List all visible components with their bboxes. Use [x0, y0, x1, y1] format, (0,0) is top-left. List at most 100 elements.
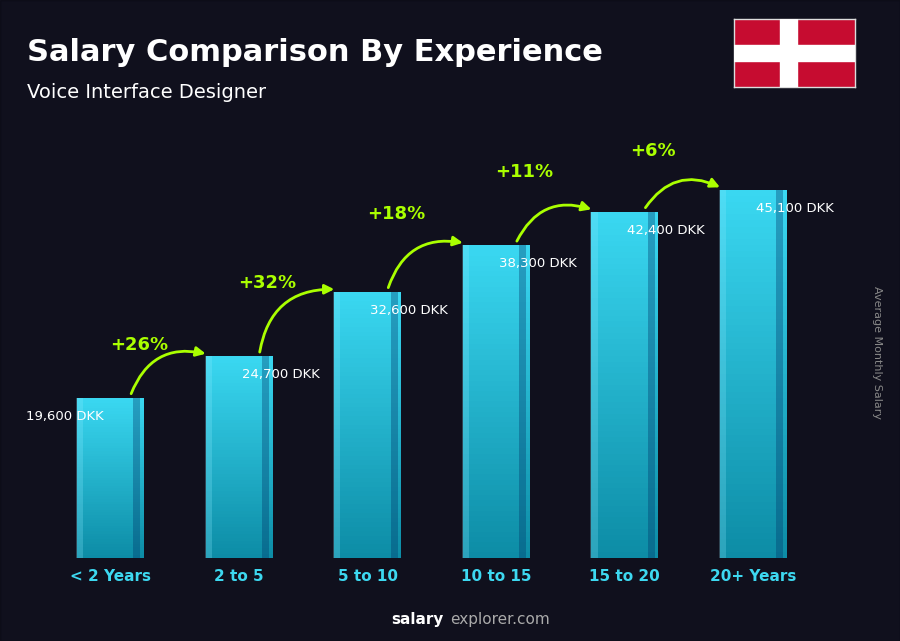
Bar	[462, 246, 469, 558]
Bar	[77, 435, 144, 438]
Bar	[463, 401, 530, 406]
Bar	[262, 356, 269, 558]
Bar	[77, 544, 144, 547]
Bar	[77, 480, 144, 483]
Bar	[591, 483, 658, 488]
Bar	[77, 496, 144, 499]
Bar	[591, 367, 658, 373]
Bar	[206, 444, 273, 447]
Bar	[463, 391, 530, 396]
Bar	[77, 512, 144, 515]
Bar	[206, 406, 273, 410]
Bar	[720, 508, 787, 515]
Bar	[463, 271, 530, 276]
Bar	[591, 390, 658, 396]
Bar	[720, 221, 787, 226]
Bar	[591, 350, 658, 356]
Bar	[206, 379, 273, 383]
Bar	[720, 239, 787, 245]
Bar	[720, 269, 787, 276]
Text: salary: salary	[392, 612, 444, 627]
Text: Voice Interface Designer: Voice Interface Designer	[27, 83, 266, 103]
Bar	[77, 537, 144, 539]
Bar	[206, 487, 273, 490]
Bar	[206, 363, 273, 366]
Bar	[720, 551, 787, 558]
Bar	[334, 433, 401, 438]
Bar	[719, 190, 726, 558]
Bar	[720, 276, 787, 282]
Bar	[334, 420, 401, 425]
Bar	[334, 460, 401, 465]
Bar	[720, 545, 787, 551]
Bar	[648, 212, 654, 558]
Text: 42,400 DKK: 42,400 DKK	[627, 224, 706, 237]
Bar	[591, 287, 658, 292]
Bar	[334, 403, 401, 407]
Bar	[206, 376, 273, 379]
Bar	[720, 392, 787, 398]
Bar	[77, 528, 144, 531]
Bar	[591, 338, 658, 344]
Bar	[720, 282, 787, 288]
Bar	[77, 475, 144, 478]
Bar	[334, 389, 401, 394]
Bar	[77, 531, 144, 534]
Bar	[591, 408, 658, 413]
Bar	[720, 312, 787, 319]
Bar	[463, 448, 530, 454]
Bar	[77, 483, 144, 486]
Bar	[463, 521, 530, 526]
Bar	[334, 469, 401, 474]
Bar	[463, 246, 530, 251]
Bar	[591, 535, 658, 540]
Bar	[591, 263, 658, 269]
Bar	[334, 540, 401, 544]
Text: Salary Comparison By Experience: Salary Comparison By Experience	[27, 38, 603, 67]
Bar	[463, 292, 530, 297]
Bar	[463, 329, 530, 334]
Bar	[463, 422, 530, 428]
Text: +11%: +11%	[496, 163, 554, 181]
Bar	[77, 429, 144, 433]
Bar	[77, 406, 144, 408]
Bar	[334, 327, 401, 331]
Bar	[77, 398, 144, 401]
Bar	[77, 534, 144, 537]
Bar	[591, 379, 658, 385]
Bar	[77, 408, 144, 411]
Bar	[463, 443, 530, 448]
Bar	[77, 488, 144, 491]
Bar	[77, 547, 144, 550]
Bar	[591, 217, 658, 223]
Bar	[206, 360, 273, 363]
Bar	[77, 427, 144, 429]
Bar	[77, 470, 144, 472]
Bar	[463, 318, 530, 323]
Bar	[206, 474, 273, 477]
Bar	[720, 460, 787, 465]
Bar	[77, 507, 144, 510]
Bar	[334, 522, 401, 527]
Bar	[77, 491, 144, 494]
Bar	[77, 478, 144, 480]
Bar	[591, 500, 658, 506]
Bar	[463, 506, 530, 511]
Bar	[206, 420, 273, 423]
Bar	[334, 385, 401, 389]
Text: +32%: +32%	[238, 274, 296, 292]
Bar	[77, 413, 144, 417]
Bar	[206, 528, 273, 531]
Bar	[206, 417, 273, 420]
Bar	[720, 226, 787, 233]
Bar	[463, 381, 530, 386]
Bar	[334, 465, 401, 469]
Bar	[776, 190, 783, 558]
Bar	[334, 345, 401, 349]
Bar	[591, 442, 658, 448]
Bar	[720, 435, 787, 441]
Bar	[591, 327, 658, 333]
Bar	[591, 494, 658, 500]
Bar	[334, 336, 401, 340]
Bar	[591, 356, 658, 362]
